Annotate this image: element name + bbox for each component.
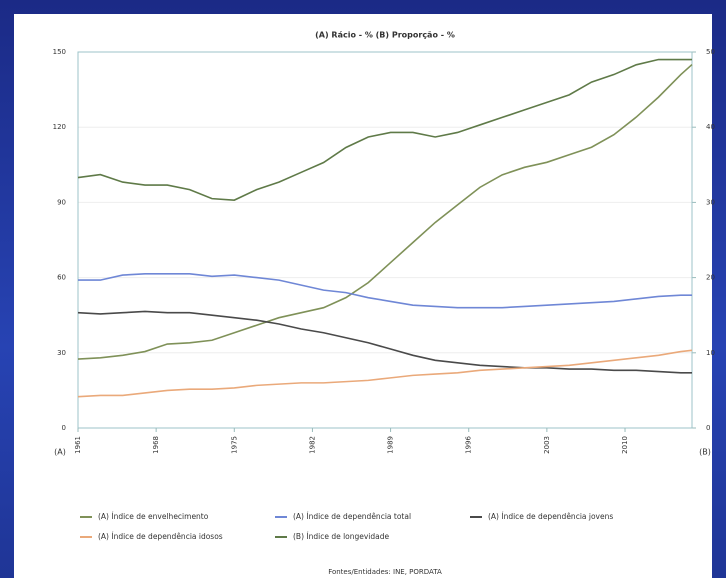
y-tick-label: 30 [57, 349, 66, 357]
legend-label: (A) Índice de dependência jovens [488, 512, 613, 521]
series-line [77, 349, 693, 398]
y2-tick-label: 30 [706, 198, 715, 206]
y-tick-label: 90 [57, 198, 66, 206]
series-line [77, 63, 693, 360]
y-tick-label: 120 [53, 123, 66, 131]
legend-label: (B) Índice de longevidade [293, 532, 390, 541]
legend-label: (A) Índice de envelhecimento [98, 512, 209, 521]
y2-tick-label: 10 [706, 349, 715, 357]
y2-tick-label: 0 [706, 424, 710, 432]
x-tick-label: 1961 [74, 436, 82, 454]
legend-label: (A) Índice de dependência idosos [98, 532, 223, 541]
x-tick-label: 1996 [465, 435, 473, 453]
chart-title: (A) Rácio - % (B) Proporção - % [315, 31, 455, 40]
plot-frame [77, 51, 693, 429]
x-tick-label: 2010 [621, 436, 629, 454]
x-tick-label: 1989 [387, 436, 395, 454]
left-axis-label: (A) [54, 448, 66, 457]
source: Fontes/Entidades: INE, PORDATA [328, 568, 442, 576]
y2-tick-label: 40 [706, 123, 715, 131]
y-tick-label: 150 [53, 48, 66, 56]
series-line [77, 310, 692, 374]
x-tick-label: 1968 [152, 436, 160, 454]
series-line [78, 273, 692, 309]
legend-label: (A) Índice de dependência total [293, 512, 411, 521]
series-line [77, 58, 692, 201]
y-tick-label: 0 [62, 424, 66, 432]
right-axis-label: (B) [699, 448, 711, 457]
x-tick-label: 2003 [543, 436, 551, 454]
y2-tick-label: 50 [706, 48, 715, 56]
x-tick-label: 1975 [230, 436, 238, 454]
y-tick-label: 60 [57, 274, 66, 282]
y2-tick-label: 20 [706, 274, 715, 282]
x-tick-label: 1982 [308, 436, 316, 454]
